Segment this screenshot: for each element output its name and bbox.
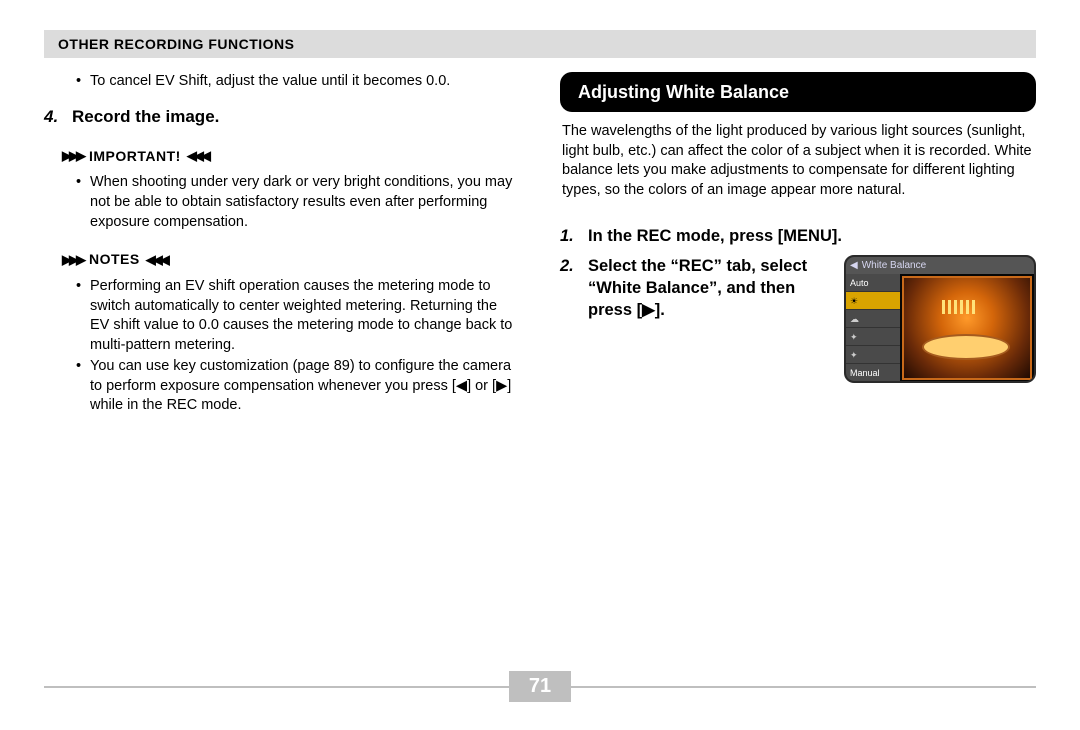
important-header: ▶▶▶ Important! ◀◀◀ bbox=[44, 147, 520, 166]
chevron-right-icon: ▶▶▶ bbox=[62, 147, 83, 165]
bullet-item: When shooting under very dark or very br… bbox=[76, 173, 520, 232]
important-label: Important! bbox=[89, 147, 181, 166]
step-2-row: 2. Select the “REC” tab, select “White B… bbox=[560, 255, 1036, 383]
wb-menu-list: Auto ☀ ☁ ✦ ✦ Manual bbox=[846, 274, 900, 382]
left-column: To cancel EV Shift, adjust the value unt… bbox=[44, 72, 520, 418]
bullet-item: To cancel EV Shift, adjust the value unt… bbox=[76, 72, 520, 92]
bullet-item: You can use key customization (page 89) … bbox=[76, 357, 520, 416]
step-text: Record the image. bbox=[72, 106, 219, 129]
step-text: In the REC mode, press [MENU]. bbox=[588, 225, 1036, 247]
cake-icon bbox=[922, 334, 1010, 360]
wb-menu-item-selected: ☀ bbox=[846, 292, 900, 310]
triangle-left-icon: ◀ bbox=[850, 259, 858, 273]
steps: 1. In the REC mode, press [MENU]. 2. Sel… bbox=[560, 225, 1036, 383]
section-pill: Adjusting White Balance bbox=[560, 72, 1036, 112]
footer-rule-left bbox=[44, 686, 509, 688]
wb-menu-item: ☁ bbox=[846, 310, 900, 328]
wb-menu-item: Auto bbox=[846, 274, 900, 292]
cancel-ev-list: To cancel EV Shift, adjust the value unt… bbox=[44, 72, 520, 92]
wb-title-text: White Balance bbox=[862, 259, 926, 273]
two-column-layout: To cancel EV Shift, adjust the value unt… bbox=[44, 72, 1036, 418]
wb-body: Auto ☀ ☁ ✦ ✦ Manual bbox=[846, 274, 1034, 382]
page-number: 71 bbox=[509, 671, 571, 702]
candles-icon bbox=[942, 300, 975, 314]
notes-header: ▶▶▶ Notes ◀◀◀ bbox=[44, 250, 520, 269]
wb-preview-image bbox=[902, 276, 1032, 380]
important-list: When shooting under very dark or very br… bbox=[44, 173, 520, 232]
step-4: 4. Record the image. bbox=[44, 106, 520, 129]
notes-label: Notes bbox=[89, 250, 140, 269]
manual-page: Other Recording Functions To cancel EV S… bbox=[0, 0, 1080, 730]
wb-menu-item: Manual bbox=[846, 364, 900, 382]
section-header: Other Recording Functions bbox=[44, 30, 1036, 58]
wb-screen-title: ◀ White Balance bbox=[846, 257, 1034, 275]
chevron-left-icon: ◀◀◀ bbox=[146, 251, 167, 269]
footer-rule-right bbox=[571, 686, 1036, 688]
chevron-right-icon: ▶▶▶ bbox=[62, 251, 83, 269]
bullet-item: Performing an EV shift operation causes … bbox=[76, 277, 520, 355]
chevron-left-icon: ◀◀◀ bbox=[187, 147, 208, 165]
wb-menu-item: ✦ bbox=[846, 328, 900, 346]
intro-paragraph: The wavelengths of the light produced by… bbox=[560, 122, 1036, 200]
step-2: 2. Select the “REC” tab, select “White B… bbox=[560, 255, 830, 322]
step-number: 2. bbox=[560, 255, 578, 277]
notes-list: Performing an EV shift operation causes … bbox=[44, 277, 520, 416]
step-number: 4. bbox=[44, 106, 62, 129]
right-column: Adjusting White Balance The wavelengths … bbox=[560, 72, 1036, 418]
step-number: 1. bbox=[560, 225, 578, 247]
camera-lcd-preview: ◀ White Balance Auto ☀ ☁ ✦ ✦ Manual bbox=[844, 255, 1036, 383]
step-text: Select the “REC” tab, select “White Bala… bbox=[588, 255, 830, 322]
step-1: 1. In the REC mode, press [MENU]. bbox=[560, 225, 1036, 247]
step-2-text-wrap: 2. Select the “REC” tab, select “White B… bbox=[560, 255, 830, 330]
wb-menu-item: ✦ bbox=[846, 346, 900, 364]
page-footer: 71 bbox=[44, 671, 1036, 702]
